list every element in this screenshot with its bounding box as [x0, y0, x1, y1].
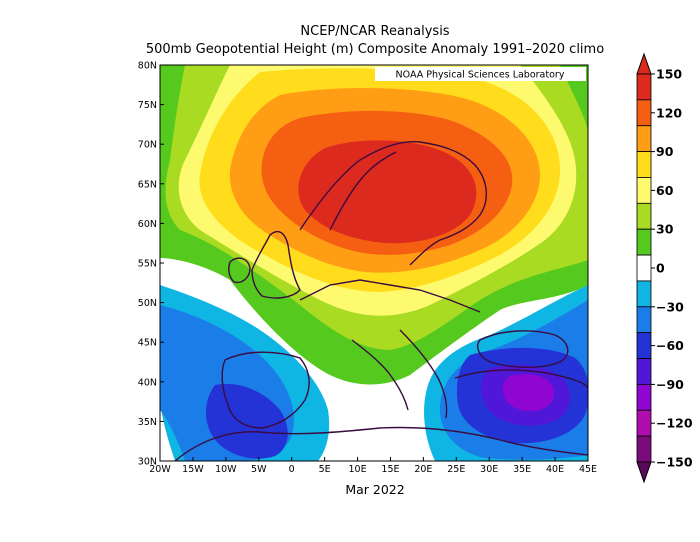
lon-tick-label: 15W	[182, 464, 204, 475]
lon-tick-label: 5E	[319, 464, 331, 475]
coast-scandinavia	[299, 140, 487, 266]
coast-iberia	[221, 351, 310, 429]
lat-tick-label: 35N	[138, 417, 157, 428]
colorbar-top-arrow	[636, 52, 652, 75]
colorbar-segment	[636, 99, 652, 127]
border-europe	[299, 279, 481, 313]
chart-title-line2: 500mb Geopotential Height (m) Composite …	[145, 42, 605, 57]
lat-tick-label: 65N	[138, 179, 157, 190]
lon-tick-group: 20W 15W 10W 5W 0 5E 10E 15E 20E 25E 30E 35E 40E 45E	[149, 457, 597, 475]
lon-tick-label: 25E	[447, 464, 465, 475]
colorbar-segment	[636, 151, 652, 178]
coast-balkans-greece	[399, 329, 448, 419]
lon-tick-label: 20E	[414, 464, 432, 475]
colorbar-label: 120	[656, 105, 682, 120]
colorbar-label: −120	[656, 416, 693, 431]
coast-norway	[329, 151, 397, 231]
contour-red-120	[298, 140, 477, 244]
lon-tick-label: 30E	[480, 464, 498, 475]
colorbar-segment	[636, 435, 652, 463]
colorbar-bottom-arrow	[636, 461, 652, 484]
lon-tick-label: 5W	[251, 464, 267, 475]
colorbar-label: −90	[656, 377, 684, 392]
lat-tick-label: 60N	[138, 219, 157, 230]
lat-tick-label: 75N	[138, 100, 157, 111]
lon-tick-label: 20W	[149, 464, 171, 475]
lat-tick-label: 45N	[138, 338, 157, 349]
lat-tick-label: 55N	[138, 259, 157, 270]
colorbar-segment	[636, 358, 652, 385]
lat-tick-label: 80N	[138, 61, 157, 72]
lat-tick-label: 40N	[138, 377, 157, 388]
lon-tick-label: 0	[289, 464, 295, 475]
colorbar-label: −30	[656, 299, 684, 314]
period-label: Mar 2022	[345, 482, 405, 497]
credit-text: NOAA Physical Sciences Laboratory	[396, 70, 565, 81]
credit-box	[375, 67, 586, 81]
lat-tick-label: 70N	[138, 140, 157, 151]
colorbar-segment	[636, 202, 652, 230]
lon-tick-label: 40E	[546, 464, 564, 475]
coast-italy	[351, 339, 409, 411]
colorbar-segment	[636, 73, 652, 101]
colorbar-segment	[636, 383, 652, 411]
colorbar-segment	[636, 177, 652, 204]
colorbar-label: 60	[656, 183, 674, 198]
lat-tick-label: 30N	[138, 457, 157, 468]
lon-tick-label: 35E	[513, 464, 531, 475]
chart-title-line1: NCEP/NCAR Reanalysis	[300, 24, 450, 39]
colorbar: 150 120 90 60 30 0 −30 −60 −90 −120 −150	[636, 52, 693, 484]
colorbar-segment	[636, 254, 652, 282]
colorbar-label: 30	[656, 222, 674, 237]
coast-black-sea	[477, 330, 569, 368]
lon-tick-label: 15E	[381, 464, 399, 475]
coast-ireland	[228, 257, 251, 284]
coast-north-africa	[174, 426, 588, 461]
colorbar-label: 150	[656, 67, 682, 82]
lat-tick-label: 50N	[138, 298, 157, 309]
lon-tick-label: 10E	[348, 464, 366, 475]
colorbar-label: −150	[656, 455, 693, 470]
lon-tick-label: 10W	[215, 464, 237, 475]
colorbar-segment	[636, 332, 652, 359]
lat-tick-group: 80N 75N 70N 65N 60N 55N 50N 45N 40N 35N 30N	[138, 61, 164, 468]
coastlines	[174, 140, 588, 461]
coast-britain	[251, 230, 301, 299]
colorbar-label: 0	[656, 261, 665, 276]
colorbar-label: −60	[656, 338, 684, 353]
coast-turkey	[454, 369, 588, 389]
colorbar-segment	[636, 125, 652, 152]
colorbar-segment	[636, 409, 652, 437]
colorbar-label: 90	[656, 144, 674, 159]
lon-tick-label: 45E	[579, 464, 597, 475]
contour-purple-neg90-east	[502, 374, 555, 412]
colorbar-segment	[636, 228, 652, 256]
anomaly-field	[160, 65, 588, 461]
colorbar-segment	[636, 306, 652, 334]
colorbar-segment	[636, 280, 652, 308]
